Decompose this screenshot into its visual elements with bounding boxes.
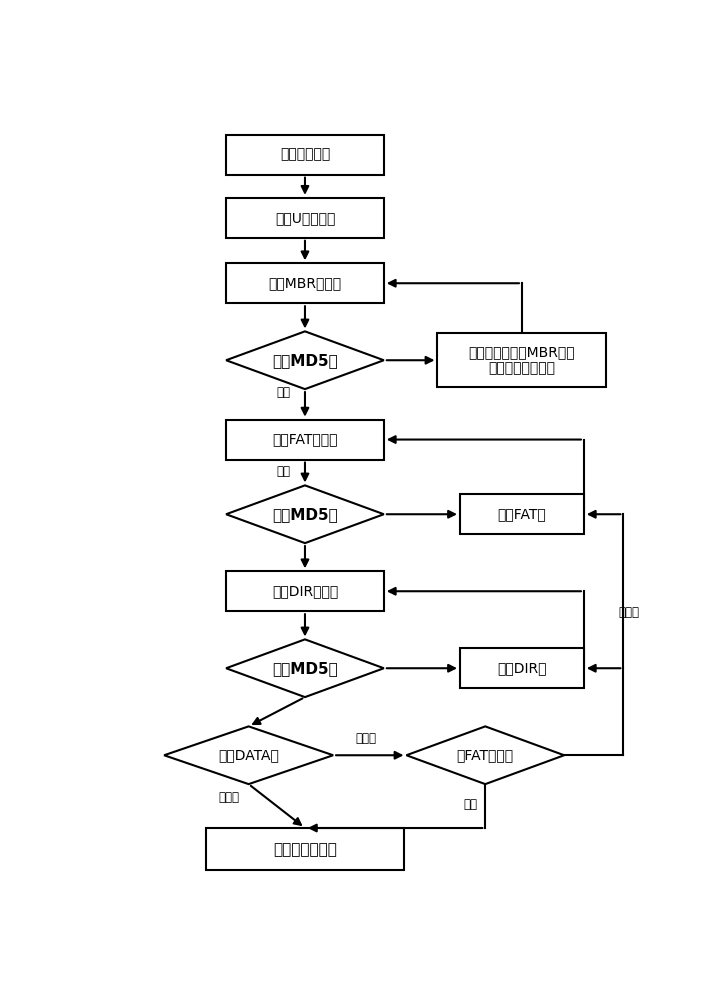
Text: 改写FAT表: 改写FAT表	[497, 507, 546, 521]
FancyBboxPatch shape	[226, 198, 384, 238]
Text: 有坤簇: 有坤簇	[356, 732, 377, 745]
Text: 准备或写入数据: 准备或写入数据	[273, 842, 337, 857]
Polygon shape	[226, 639, 384, 697]
Text: 读取FAT区信息: 读取FAT区信息	[272, 433, 338, 447]
FancyBboxPatch shape	[438, 333, 606, 387]
Text: 比较MD5码: 比较MD5码	[272, 353, 338, 368]
Polygon shape	[406, 726, 564, 784]
Text: 检查DATA区: 检查DATA区	[218, 748, 279, 762]
FancyBboxPatch shape	[460, 648, 584, 688]
Text: 微控制器启动: 微控制器启动	[280, 148, 330, 162]
Text: 改写DIR区: 改写DIR区	[497, 661, 547, 675]
Text: 比较MD5码: 比较MD5码	[272, 507, 338, 522]
FancyBboxPatch shape	[226, 571, 384, 611]
Polygon shape	[164, 726, 333, 784]
Text: 一致: 一致	[464, 798, 478, 811]
Text: 读取DIR区信息: 读取DIR区信息	[272, 584, 338, 598]
Text: 一致: 一致	[277, 386, 291, 399]
Text: 将微控制器中的MBR区信
息写入到存储器中: 将微控制器中的MBR区信 息写入到存储器中	[469, 345, 575, 375]
Text: 不一致: 不一致	[619, 606, 640, 619]
Text: 关闭U盘控制器: 关闭U盘控制器	[275, 211, 335, 225]
FancyBboxPatch shape	[460, 494, 584, 534]
FancyBboxPatch shape	[226, 135, 384, 175]
Polygon shape	[226, 331, 384, 389]
FancyBboxPatch shape	[226, 263, 384, 303]
Text: 读取MBR区信息: 读取MBR区信息	[268, 276, 342, 290]
FancyBboxPatch shape	[206, 828, 403, 870]
Text: 一致: 一致	[277, 465, 291, 478]
Text: 与FAT表比较: 与FAT表比较	[457, 748, 514, 762]
Polygon shape	[226, 485, 384, 543]
FancyBboxPatch shape	[226, 420, 384, 460]
Text: 无坤簇: 无坤簇	[218, 791, 239, 804]
Text: 比较MD5码: 比较MD5码	[272, 661, 338, 676]
